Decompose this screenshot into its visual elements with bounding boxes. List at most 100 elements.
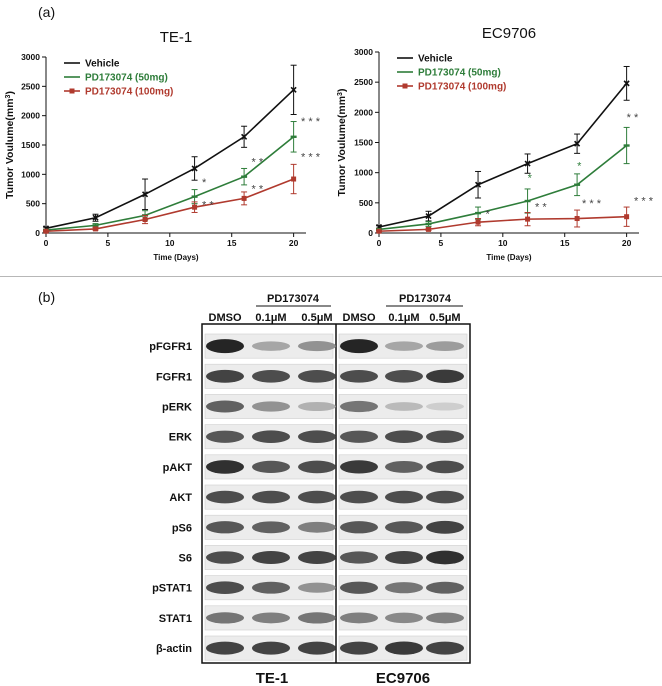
data-point bbox=[624, 214, 630, 220]
blot-band bbox=[206, 521, 244, 534]
significance-marker: * * bbox=[627, 112, 639, 124]
blot-band bbox=[252, 581, 290, 594]
chart-title: TE-1 bbox=[160, 29, 193, 46]
data-point bbox=[241, 175, 248, 178]
blot-band bbox=[426, 641, 464, 655]
blot-band bbox=[252, 460, 290, 474]
blot-band bbox=[252, 521, 290, 534]
blot-band bbox=[206, 460, 244, 474]
blot-band bbox=[426, 369, 464, 383]
data-point bbox=[141, 191, 149, 198]
blot-band bbox=[298, 341, 336, 352]
panel-b-label: (b) bbox=[38, 289, 56, 305]
data-point bbox=[525, 216, 531, 222]
lane-label: 0.5μM bbox=[429, 312, 460, 324]
data-point bbox=[92, 224, 99, 227]
x-axis-label: Time (Days) bbox=[486, 253, 532, 262]
blot-band bbox=[340, 430, 378, 443]
data-point bbox=[290, 135, 297, 138]
blot-band bbox=[298, 460, 336, 474]
series-line-1 bbox=[45, 136, 295, 231]
data-point bbox=[574, 183, 581, 186]
blot-band bbox=[426, 460, 464, 474]
data-point bbox=[574, 216, 580, 222]
blot-band bbox=[385, 370, 423, 383]
data-point bbox=[475, 219, 481, 225]
lane-label: DMSO bbox=[209, 312, 242, 324]
blot-band bbox=[298, 490, 336, 504]
blot-band bbox=[385, 490, 423, 504]
blot-band bbox=[385, 551, 423, 564]
chart-ec9706: EC9706 0 500 1000 1500 2000 2500 3000 0 5 10 15 20 Ti… bbox=[336, 25, 654, 262]
x-tick-label: 5 bbox=[439, 238, 444, 248]
chart-te1: TE-1 0 500 1000 1500 2000 2500 3000 0 5 10 15 20 Time… bbox=[4, 29, 321, 262]
y-axis-label-end: ) bbox=[4, 91, 16, 95]
significance-marker: * * * bbox=[301, 151, 321, 163]
data-point bbox=[474, 181, 482, 188]
y-tick-label: 500 bbox=[359, 198, 373, 208]
blot-band bbox=[206, 369, 244, 383]
data-point bbox=[192, 204, 198, 210]
blot-band bbox=[340, 339, 378, 354]
significance-marker: * * * bbox=[634, 196, 654, 208]
blot-band bbox=[298, 612, 336, 624]
blot-row-label: β-actin bbox=[156, 643, 192, 655]
blot-row-label: pSTAT1 bbox=[152, 583, 192, 595]
data-point bbox=[524, 160, 531, 167]
blot-band bbox=[298, 370, 336, 383]
data-point bbox=[623, 80, 630, 87]
blot-band bbox=[426, 520, 464, 534]
y-tick-label: 1000 bbox=[21, 169, 40, 179]
blot-band bbox=[426, 402, 464, 411]
blot-band bbox=[340, 551, 378, 564]
legend-label: PD173074 (100mg) bbox=[85, 87, 173, 98]
y-axis-label-end: ) bbox=[336, 89, 348, 93]
data-point bbox=[92, 214, 99, 221]
blot-band bbox=[252, 551, 290, 564]
blot-band bbox=[426, 581, 464, 594]
data-point bbox=[425, 222, 432, 226]
blot-row-label: S6 bbox=[179, 553, 192, 565]
y-tick-label: 2500 bbox=[21, 81, 40, 91]
data-point bbox=[426, 226, 432, 232]
blot-group-label-te1: PD173074 bbox=[267, 293, 320, 305]
blot-band bbox=[298, 551, 336, 564]
blot-band bbox=[385, 521, 423, 534]
y-axis-label-main: Tumor Voulume(mm bbox=[336, 96, 348, 197]
blot-band bbox=[206, 581, 244, 594]
y-axis-label: Tumor Voulume(mm3) bbox=[336, 89, 348, 197]
lane-label: 0.5μM bbox=[301, 312, 332, 324]
significance-marker: * bbox=[485, 208, 490, 220]
blot-band bbox=[206, 612, 244, 624]
blot-band bbox=[252, 612, 290, 624]
chart-title: EC9706 bbox=[482, 25, 536, 42]
y-axis-label-main: Tumor Voulume(mm bbox=[4, 98, 16, 199]
x-tick-label: 0 bbox=[377, 238, 382, 248]
blot-band bbox=[340, 521, 378, 534]
blot-band bbox=[252, 641, 290, 655]
y-tick-label: 3000 bbox=[21, 52, 40, 62]
blot-band bbox=[298, 430, 336, 444]
significance-marker: * * bbox=[202, 199, 214, 211]
y-tick-label: 1000 bbox=[354, 168, 373, 178]
blot-band bbox=[206, 339, 244, 354]
x-tick-label: 10 bbox=[498, 238, 508, 248]
blot-row-label: pERK bbox=[162, 402, 192, 414]
legend-marker bbox=[402, 83, 408, 89]
significance-marker: * * bbox=[252, 184, 264, 196]
x-tick-label: 5 bbox=[106, 238, 111, 248]
significance-marker: * bbox=[202, 177, 207, 189]
data-point bbox=[191, 195, 198, 198]
series-line-2 bbox=[45, 178, 294, 233]
series-line-0 bbox=[45, 89, 295, 230]
legend-label: PD173074 (100mg) bbox=[418, 82, 506, 93]
lane-label: 0.1μM bbox=[388, 312, 419, 324]
y-tick-label: 2000 bbox=[354, 107, 373, 117]
data-point bbox=[425, 213, 432, 220]
blot-band bbox=[206, 430, 244, 443]
blot-row-label: ERK bbox=[169, 432, 192, 444]
blot-band bbox=[252, 490, 290, 504]
y-tick-label: 0 bbox=[368, 228, 373, 238]
y-tick-label: 1500 bbox=[354, 138, 373, 148]
